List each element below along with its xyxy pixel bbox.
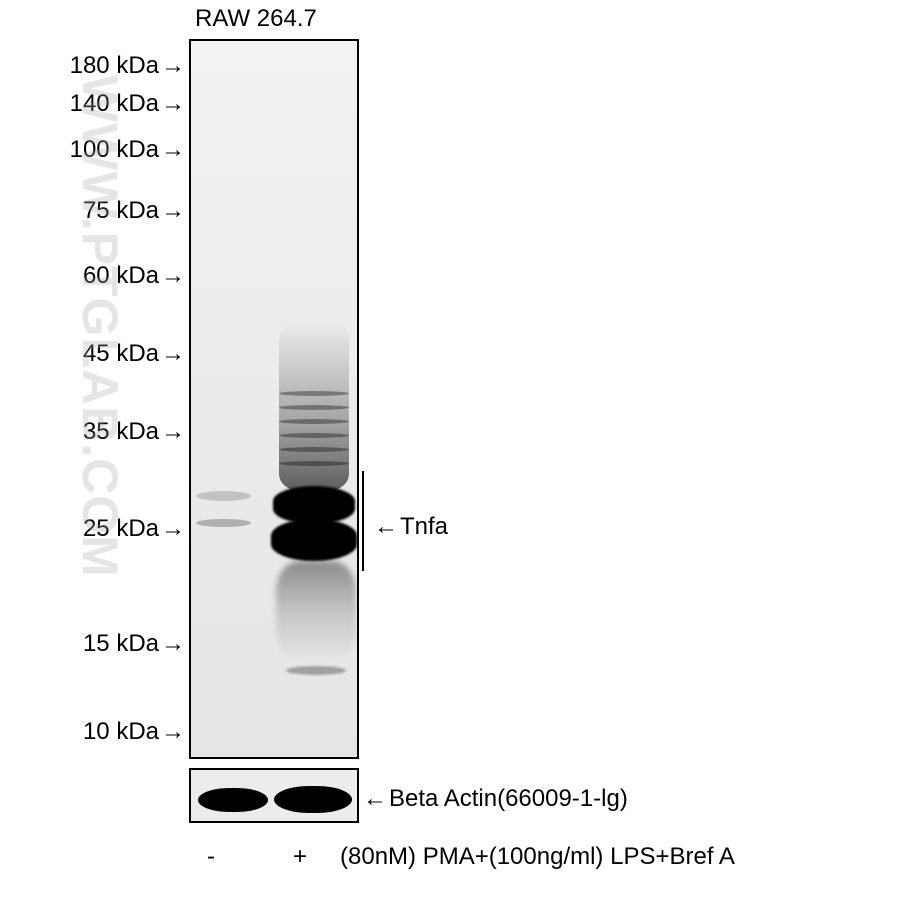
mw-marker: 45 kDa→ bbox=[40, 340, 185, 368]
blot-band-faint bbox=[196, 519, 251, 527]
mw-marker: 35 kDa→ bbox=[40, 418, 185, 446]
actin-band bbox=[274, 786, 352, 813]
treatment-condition: (80nM) PMA+(100ng/ml) LPS+Bref A bbox=[340, 843, 735, 871]
mw-marker: 75 kDa→ bbox=[40, 197, 185, 225]
arrow-right-icon: → bbox=[161, 515, 185, 543]
target-protein-label: ←Tnfa bbox=[374, 513, 448, 541]
cell-line-label: RAW 264.7 bbox=[195, 5, 317, 33]
loading-control-label: ←Beta Actin(66009-1-lg) bbox=[363, 785, 628, 813]
mw-marker: 10 kDa→ bbox=[40, 718, 185, 746]
arrow-left-icon: ← bbox=[374, 513, 398, 541]
arrow-right-icon: → bbox=[161, 718, 185, 746]
arrow-right-icon: → bbox=[161, 197, 185, 225]
target-bracket bbox=[362, 471, 364, 571]
arrow-right-icon: → bbox=[161, 52, 185, 80]
arrow-right-icon: → bbox=[161, 136, 185, 164]
blot-ladder-smear bbox=[279, 391, 349, 491]
loading-control-panel bbox=[189, 768, 359, 823]
arrow-right-icon: → bbox=[161, 630, 185, 658]
arrow-left-icon: ← bbox=[363, 785, 387, 813]
western-blot-figure: RAW 264.7 180 kDa→ 140 kDa→ 100 kDa→ 75 … bbox=[0, 0, 900, 903]
main-blot-panel bbox=[189, 39, 359, 759]
mw-marker: 15 kDa→ bbox=[40, 630, 185, 658]
actin-band bbox=[198, 788, 268, 812]
arrow-right-icon: → bbox=[161, 262, 185, 290]
mw-marker: 25 kDa→ bbox=[40, 515, 185, 543]
arrow-right-icon: → bbox=[161, 418, 185, 446]
arrow-right-icon: → bbox=[161, 340, 185, 368]
blot-smear bbox=[276, 561, 356, 661]
treatment-minus: - bbox=[207, 843, 215, 871]
mw-marker: 180 kDa→ bbox=[20, 52, 185, 80]
mw-marker: 140 kDa→ bbox=[20, 90, 185, 118]
blot-band-target bbox=[271, 519, 357, 561]
mw-marker: 60 kDa→ bbox=[40, 262, 185, 290]
blot-band-faint bbox=[196, 491, 251, 501]
treatment-plus: + bbox=[293, 843, 307, 871]
blot-band-faint bbox=[286, 666, 346, 675]
arrow-right-icon: → bbox=[161, 90, 185, 118]
mw-marker: 100 kDa→ bbox=[20, 136, 185, 164]
